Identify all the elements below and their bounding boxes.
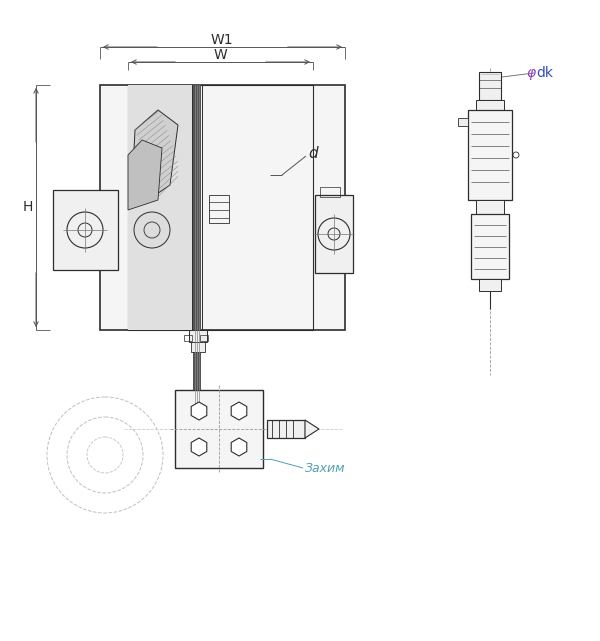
Polygon shape bbox=[191, 438, 207, 456]
Bar bbox=[193, 85, 201, 415]
Bar bbox=[200, 335, 208, 341]
Text: d: d bbox=[308, 146, 317, 160]
Circle shape bbox=[134, 212, 170, 248]
Bar bbox=[320, 187, 340, 197]
Bar bbox=[100, 85, 345, 330]
Polygon shape bbox=[231, 438, 247, 456]
Bar bbox=[191, 342, 205, 352]
Bar bbox=[476, 100, 504, 110]
Bar bbox=[209, 195, 229, 223]
Bar bbox=[128, 85, 313, 330]
Polygon shape bbox=[128, 140, 162, 210]
Polygon shape bbox=[231, 402, 247, 420]
Bar bbox=[315, 195, 353, 273]
Text: Захим: Захим bbox=[305, 462, 346, 474]
Bar bbox=[184, 335, 192, 341]
Bar bbox=[175, 390, 263, 468]
Polygon shape bbox=[132, 110, 178, 200]
Text: φ: φ bbox=[526, 66, 535, 80]
Bar bbox=[189, 330, 207, 342]
Polygon shape bbox=[191, 402, 207, 420]
Polygon shape bbox=[305, 420, 319, 438]
Bar bbox=[128, 85, 192, 330]
Bar bbox=[267, 420, 305, 438]
Bar bbox=[479, 279, 501, 291]
Bar bbox=[458, 118, 468, 126]
Bar bbox=[479, 72, 501, 100]
Bar bbox=[471, 214, 509, 279]
Text: H: H bbox=[23, 200, 33, 214]
Bar bbox=[53, 190, 118, 270]
Text: W1: W1 bbox=[211, 33, 233, 47]
Bar bbox=[476, 200, 504, 214]
Text: dk: dk bbox=[536, 66, 553, 80]
Bar bbox=[468, 110, 512, 200]
Text: W: W bbox=[213, 48, 227, 62]
